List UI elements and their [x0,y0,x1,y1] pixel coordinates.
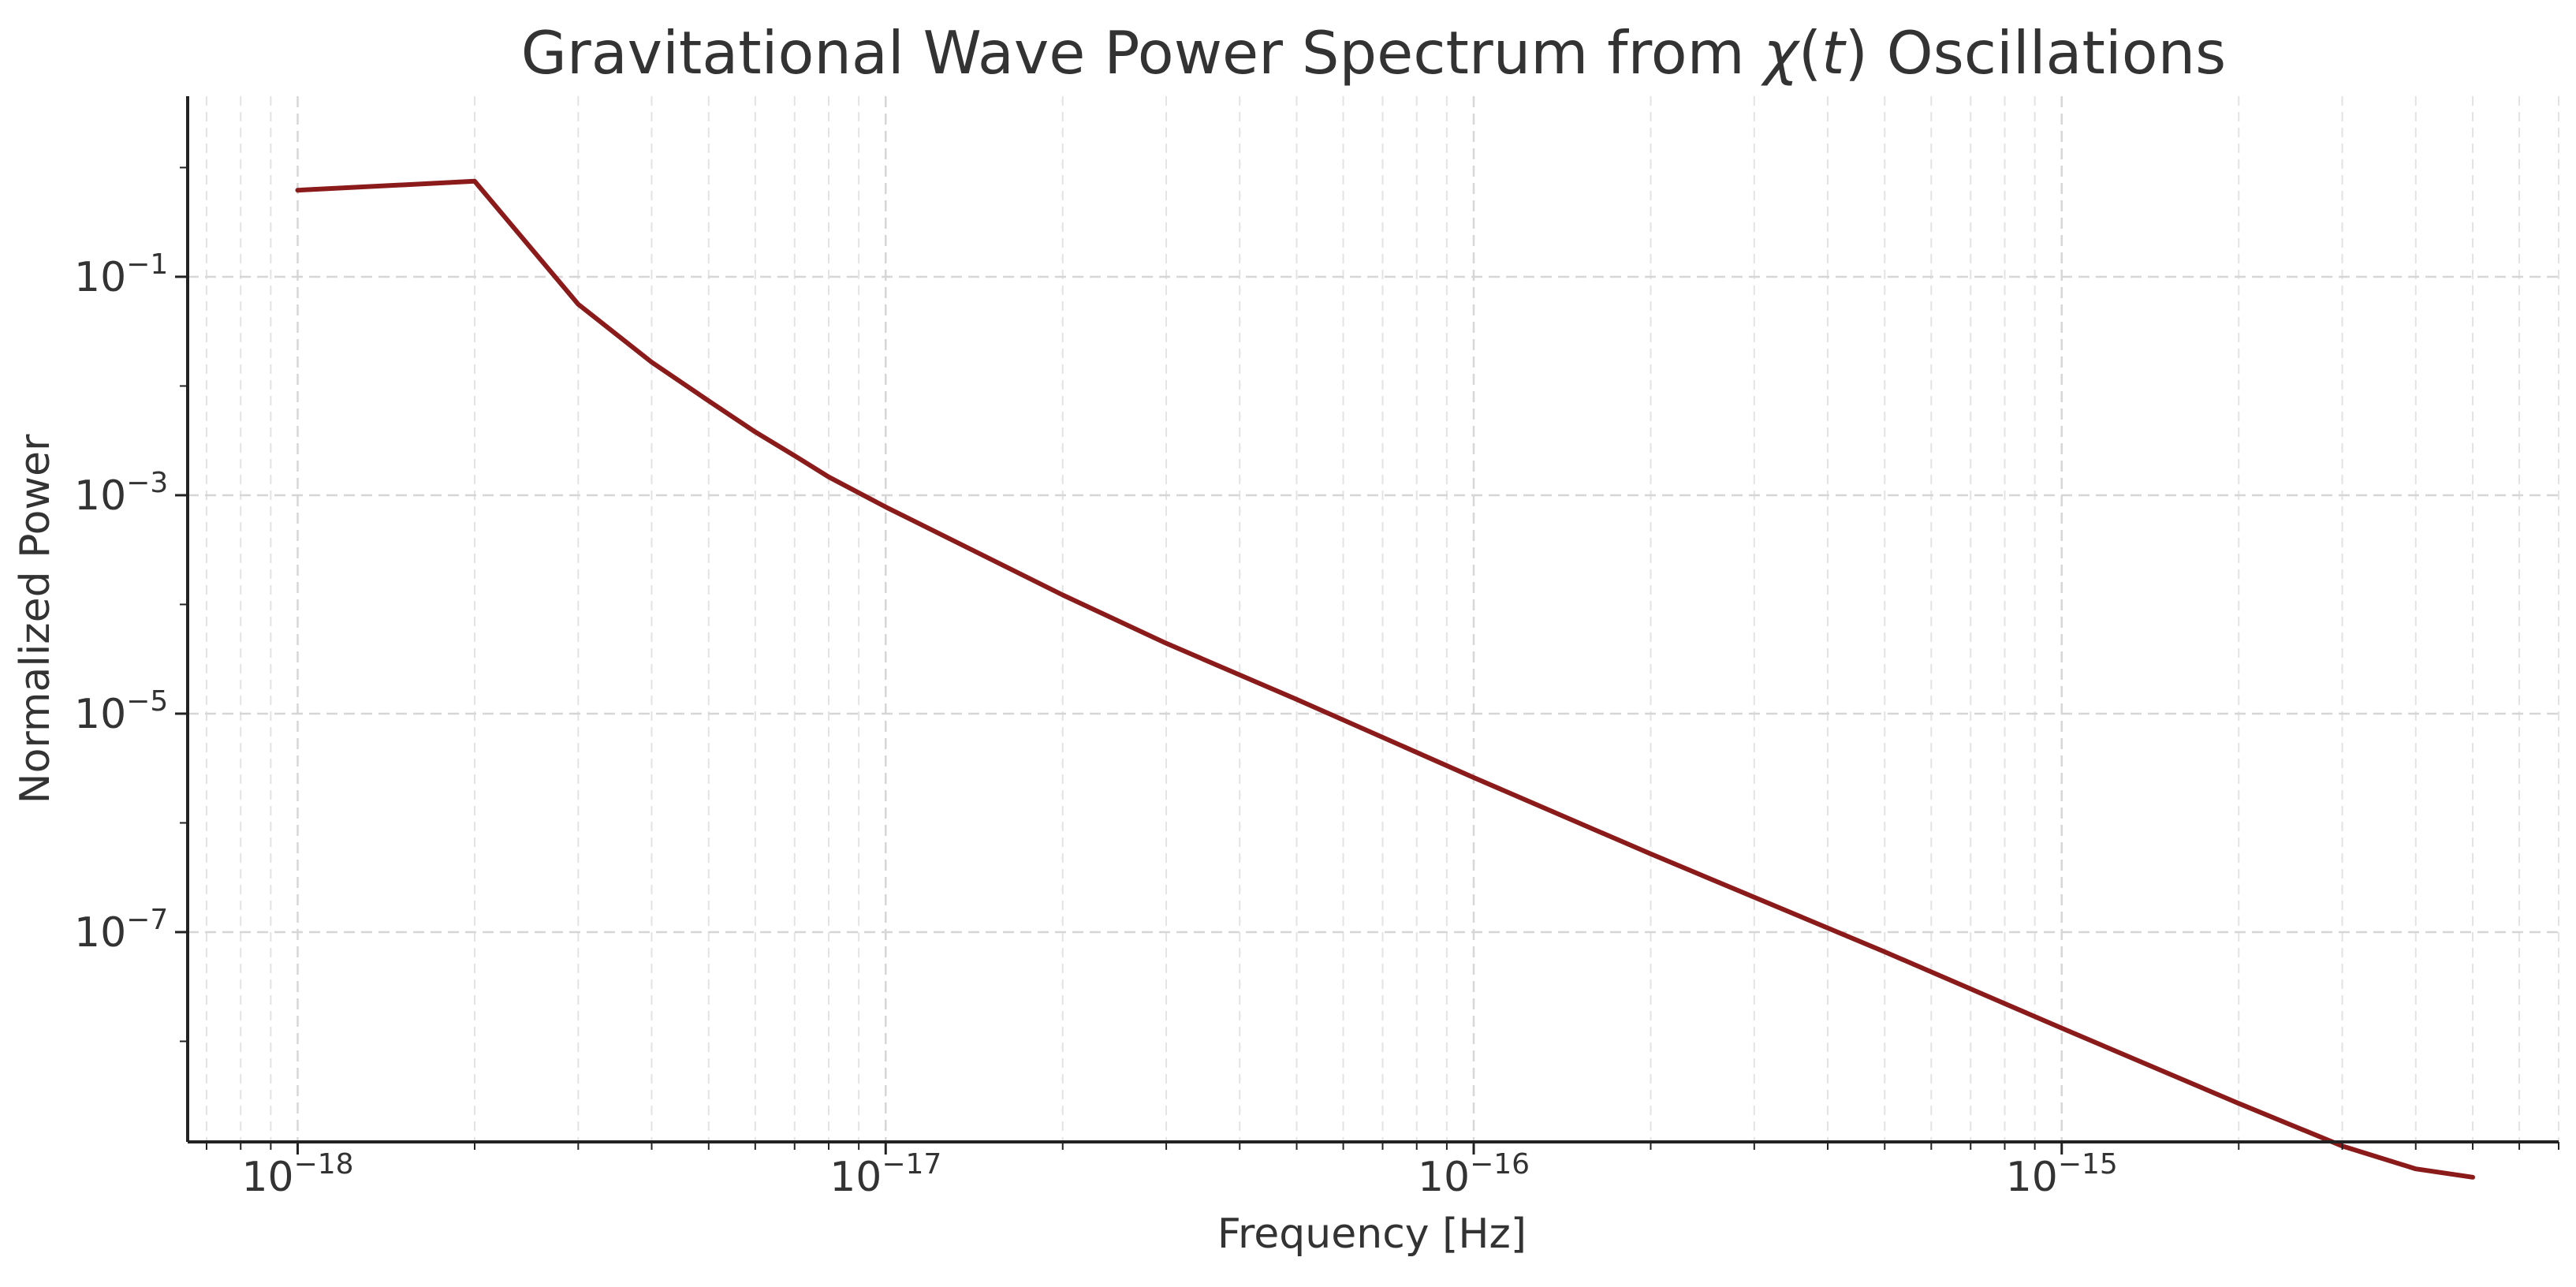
y-tick-label: 10−5 [74,685,168,738]
series-line-0 [295,178,2475,1180]
y-tick-base: 10 [74,691,126,738]
major-gridlines [188,96,2559,1142]
x-tick-exponent: −15 [2058,1148,2118,1181]
y-tick-exponent: −7 [126,904,168,936]
chart-title-paren-open: ( [1799,18,1821,88]
x-tick-base: 10 [2006,1154,2058,1201]
x-tick-label: 10−18 [241,1148,353,1201]
y-tick-label: 10−1 [74,248,168,301]
x-axis-label: Frequency [Hz] [1217,1211,1527,1258]
x-tick-label: 10−17 [829,1148,941,1201]
y-tick-exponent: −1 [126,248,168,281]
y-tick-label: 10−7 [74,904,168,957]
x-tick-exponent: −17 [882,1148,941,1181]
y-tick-exponent: −5 [126,685,168,718]
x-tick-label: 10−16 [1418,1148,1530,1201]
y-tick-exponent: −3 [126,467,168,499]
y-tick-label: 10−3 [74,467,168,520]
y-tick-base: 10 [74,472,126,520]
x-tick-base: 10 [829,1154,882,1201]
x-tick-base: 10 [1418,1154,1470,1201]
x-tick-base: 10 [241,1154,293,1201]
chart-title-symbol: χ [1761,18,1801,88]
x-tick-label: 10−15 [2006,1148,2118,1201]
x-tick-exponent: −18 [294,1148,354,1181]
chart-title-suffix: ) Oscillations [1845,18,2227,88]
chart-title-variable: t [1821,18,1847,88]
x-tick-exponent: −16 [1470,1148,1530,1181]
axis-ticks [175,166,2559,1155]
y-tick-base: 10 [74,909,126,957]
data-series [295,178,2475,1180]
chart-title-prefix: Gravitational Wave Power Spectrum from [521,18,1764,88]
minor-gridlines [206,96,2559,1142]
y-axis-label: Normalized Power [12,434,59,804]
chart-title: Gravitational Wave Power Spectrum from χ… [521,18,2226,88]
y-tick-base: 10 [74,254,126,301]
